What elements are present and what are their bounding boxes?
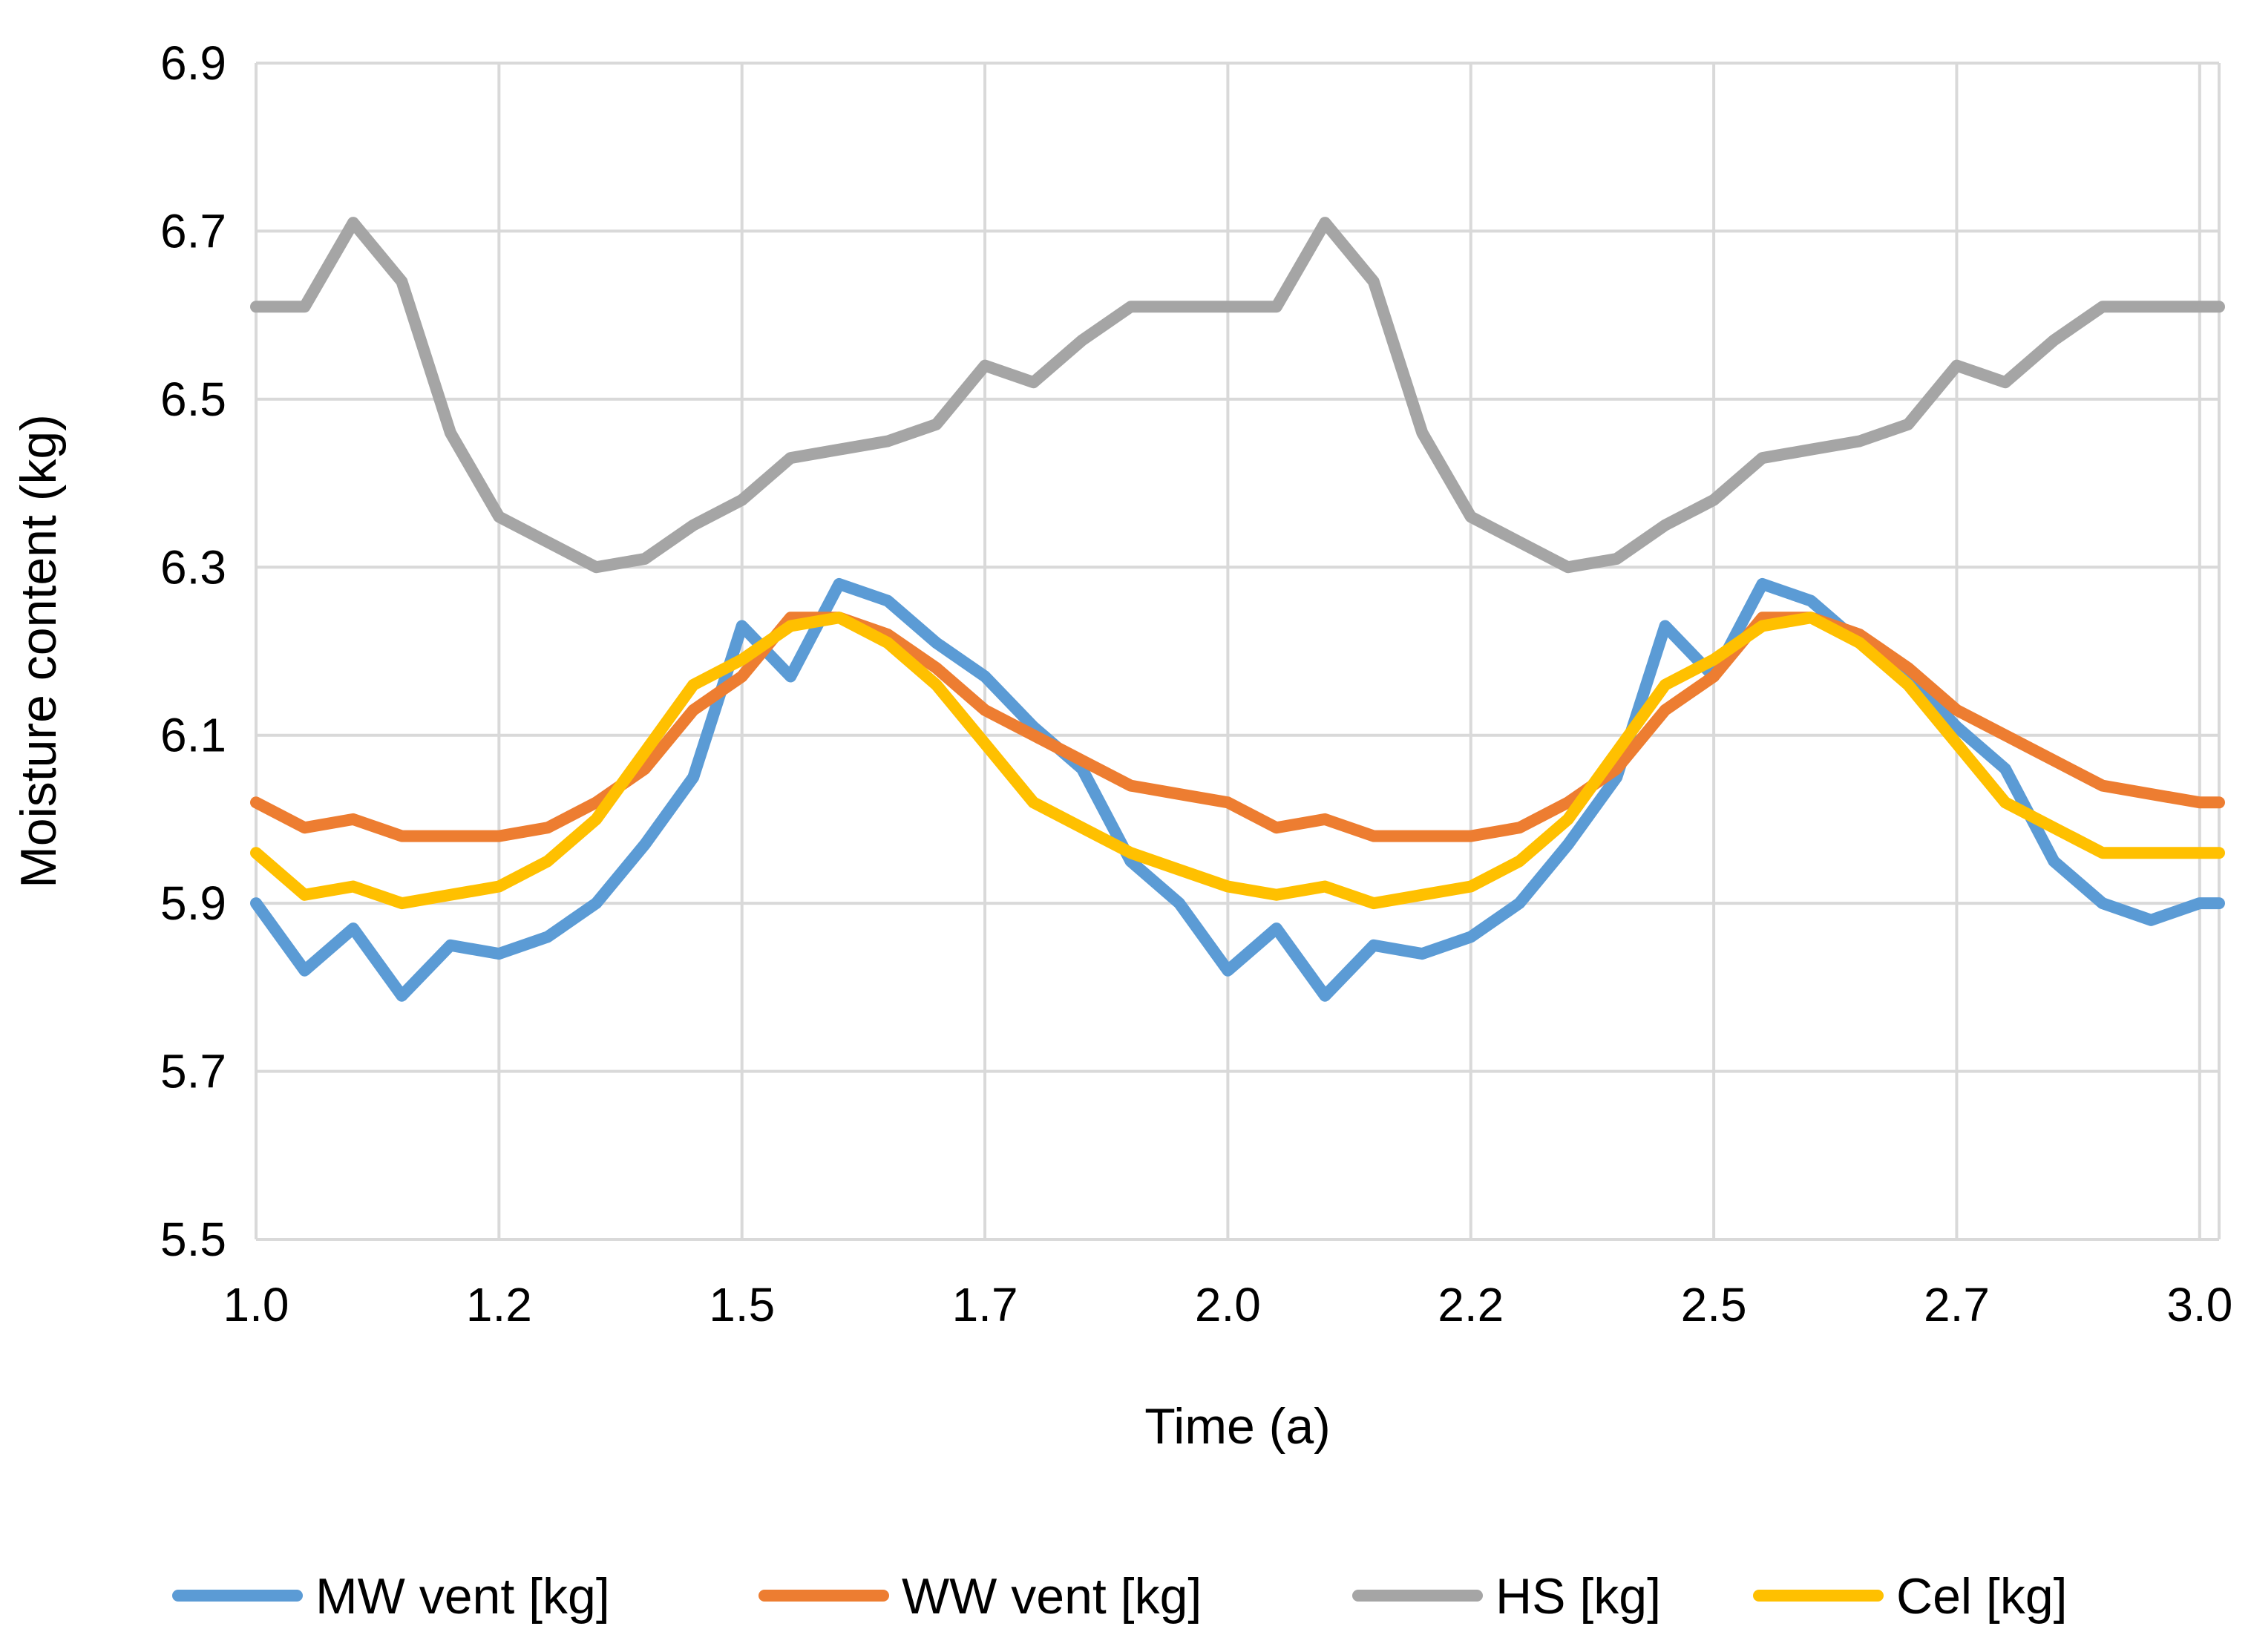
series-line-cel-kg — [250, 612, 2225, 910]
x-tick-label: 3.0 — [2166, 1278, 2232, 1331]
y-tick-label: 6.5 — [160, 373, 226, 426]
y-tick-label: 6.7 — [160, 204, 226, 258]
series-line-hs-kg — [250, 217, 2225, 574]
series-line-mw-vent-kg — [250, 577, 2225, 1002]
y-tick-label: 5.5 — [160, 1213, 226, 1266]
y-axis-title: Moisture content (kg) — [10, 414, 67, 888]
x-tick-label: 2.5 — [1681, 1278, 1747, 1331]
legend-label: MW vent [kg] — [315, 1568, 610, 1625]
y-tick-label: 6.9 — [160, 36, 226, 90]
x-tick-label: 1.0 — [223, 1278, 289, 1331]
x-tick-label: 2.0 — [1195, 1278, 1261, 1331]
y-tick-label: 6.3 — [160, 540, 226, 594]
legend-label: HS [kg] — [1495, 1568, 1661, 1625]
x-axis-title: Time (a) — [1144, 1398, 1331, 1455]
legend: MW vent [kg] WW vent [kg] HS [kg] Cel [kg] — [172, 1568, 2068, 1625]
series-lines — [250, 217, 2225, 1002]
legend-label: WW vent [kg] — [902, 1568, 1202, 1625]
y-tick-label: 5.9 — [160, 876, 226, 930]
y-tick-label: 6.1 — [160, 709, 226, 762]
legend-label: Cel [kg] — [1896, 1568, 2068, 1625]
x-tick-label: 1.2 — [466, 1278, 532, 1331]
x-tick-label: 2.7 — [1924, 1278, 1990, 1331]
x-tick-label: 1.5 — [709, 1278, 775, 1331]
x-tick-label: 1.7 — [952, 1278, 1018, 1331]
x-tick-label: 2.2 — [1438, 1278, 1504, 1331]
series-line-ww-vent-kg — [250, 612, 2225, 842]
tick-labels: 5.5 5.7 5.9 6.1 6.3 6.5 6.7 6.9 1.0 1.2 1.5 1.7 2.0 2… — [160, 36, 2232, 1331]
gridlines — [255, 62, 2221, 1241]
y-tick-label: 5.7 — [160, 1045, 226, 1098]
